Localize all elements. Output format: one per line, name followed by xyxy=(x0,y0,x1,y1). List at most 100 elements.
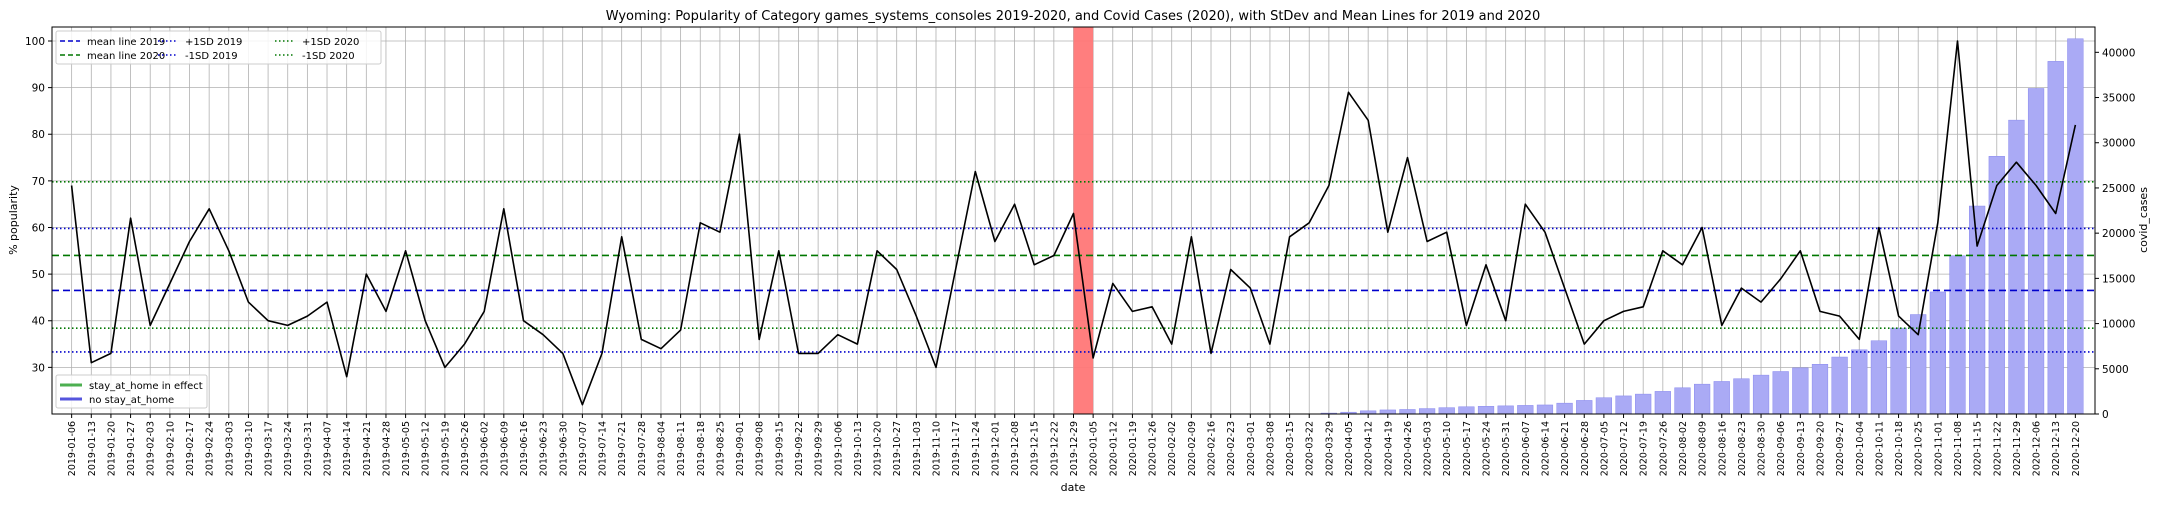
x-tick-label: 2019-03-03 xyxy=(224,421,235,476)
x-tick-label: 2019-05-12 xyxy=(421,421,432,476)
highlight-span xyxy=(1073,27,1094,414)
covid-bar xyxy=(1713,381,1730,415)
y-tick-right-label: 20000 xyxy=(2102,228,2135,240)
x-tick-label: 2020-12-20 xyxy=(2071,421,2082,476)
x-tick-label: 2020-02-09 xyxy=(1187,421,1198,476)
x-tick-label: 2020-04-26 xyxy=(1403,421,1414,476)
x-tick-label: 2020-04-12 xyxy=(1364,421,1375,476)
covid-bar xyxy=(1438,407,1455,415)
x-tick-label: 2019-12-29 xyxy=(1069,421,1080,476)
x-tick-label: 2020-06-07 xyxy=(1521,421,1532,476)
x-tick-label: 2020-10-25 xyxy=(1914,421,1925,476)
x-tick-label: 2020-06-14 xyxy=(1541,421,1552,476)
legend-bottom-label: no stay_at_home xyxy=(89,395,174,406)
legend-bottom-box xyxy=(55,374,208,409)
x-tick-label: 2019-06-09 xyxy=(499,421,510,476)
x-tick-label: 2019-02-24 xyxy=(205,421,216,476)
covid-bar xyxy=(1595,397,1613,415)
covid-bar xyxy=(1949,255,1966,415)
x-tick-label: 2019-01-06 xyxy=(67,421,78,476)
y-tick-right-label: 15000 xyxy=(2102,273,2135,285)
x-tick-label: 2019-05-19 xyxy=(440,421,451,476)
covid-bar xyxy=(1615,395,1632,415)
x-tick-label: 2019-11-24 xyxy=(971,421,982,476)
covid-bar xyxy=(1772,371,1789,415)
y-tick-left-label: 40 xyxy=(32,316,45,328)
x-tick-label: 2020-11-22 xyxy=(1992,421,2003,476)
covid-bar xyxy=(1536,404,1554,415)
x-tick-label: 2019-05-05 xyxy=(401,421,412,476)
covid-bar xyxy=(1890,327,1907,415)
x-tick-label: 2020-09-13 xyxy=(1796,421,1807,476)
x-tick-label: 2019-07-14 xyxy=(598,421,609,476)
y-tick-right-label: 35000 xyxy=(2102,93,2135,105)
x-tick-label: 2020-02-16 xyxy=(1207,421,1218,476)
x-tick-label: 2019-12-15 xyxy=(1030,421,1041,476)
covid-bar xyxy=(1576,400,1593,415)
x-tick-label: 2020-08-30 xyxy=(1757,421,1768,476)
x-tick-label: 2019-02-03 xyxy=(146,421,157,476)
x-tick-label: 2019-09-29 xyxy=(814,421,825,476)
legend-top-label: +1SD 2019 xyxy=(185,37,242,48)
x-tick-label: 2019-09-22 xyxy=(794,421,805,476)
x-tick-label: 2020-10-11 xyxy=(1874,421,1885,476)
y-tick-right-label: 25000 xyxy=(2102,183,2135,195)
highlight-span-rect xyxy=(1073,27,1094,414)
legend-top-label: +1SD 2020 xyxy=(302,37,359,48)
x-tick-label: 2019-07-07 xyxy=(578,421,589,476)
x-tick-label: 2020-05-17 xyxy=(1462,421,1473,476)
x-tick-label: 2019-01-20 xyxy=(106,421,117,476)
y-tick-left-label: 50 xyxy=(32,269,45,281)
x-tick-label: 2019-12-01 xyxy=(990,421,1001,476)
legend-bottom-label: stay_at_home in effect xyxy=(89,381,203,392)
popularity-series-line xyxy=(70,40,2077,406)
x-tick-label: 2020-06-21 xyxy=(1560,421,1571,476)
covid-bar xyxy=(1792,367,1809,415)
x-tick-label: 2019-09-15 xyxy=(774,421,785,476)
x-tick-label: 2020-06-28 xyxy=(1580,421,1591,476)
x-tick-label: 2019-09-08 xyxy=(755,421,766,476)
x-tick-label: 2019-06-30 xyxy=(558,421,569,476)
covid-bar xyxy=(1556,402,1573,415)
x-tick-label: 2019-10-27 xyxy=(892,421,903,476)
x-tick-label: 2019-08-11 xyxy=(676,421,687,476)
covid-bar xyxy=(1733,378,1750,415)
covid-bar xyxy=(1851,349,1868,415)
chart-title: Wyoming: Popularity of Category games_sy… xyxy=(606,9,1541,24)
covid-bar xyxy=(1654,391,1671,415)
x-tick-label: 2019-03-17 xyxy=(264,421,275,476)
x-tick-label: 2020-08-02 xyxy=(1678,421,1689,476)
x-tick-label: 2020-05-10 xyxy=(1442,421,1453,476)
x-tick-label: 2019-01-13 xyxy=(87,421,98,476)
covid-bar xyxy=(1988,156,2005,415)
x-tick-label: 2019-03-10 xyxy=(244,421,255,476)
y-tick-left-label: 100 xyxy=(25,36,45,48)
covid-bar xyxy=(1399,409,1416,415)
y-ticks-right: 0 5000 10000 15000 20000 25000 30000 35000 40000 xyxy=(2095,47,2135,421)
covid-bar xyxy=(1752,374,1770,415)
x-tick-label: 2020-10-04 xyxy=(1855,421,1866,476)
y-tick-right-label: 5000 xyxy=(2102,364,2129,376)
covid-bar xyxy=(2027,88,2045,415)
x-tick-label: 2019-11-17 xyxy=(951,421,962,476)
x-tick-label: 2020-02-02 xyxy=(1167,421,1178,476)
covid-bar xyxy=(1929,291,1946,415)
legend-top-label: mean line 2019 xyxy=(87,37,165,48)
covid-bar xyxy=(1831,356,1848,415)
x-tick-label: 2020-07-19 xyxy=(1639,421,1650,476)
x-tick-label: 2019-03-31 xyxy=(303,421,314,476)
covid-bar xyxy=(1674,387,1691,415)
covid-bar xyxy=(1497,405,1514,415)
legend-bottom: stay_at_home in effect no stay_at_home xyxy=(55,374,208,409)
y-axis-label-left: % popularity xyxy=(7,185,20,255)
x-tick-label: 2020-03-15 xyxy=(1285,421,1296,476)
y-tick-right-label: 40000 xyxy=(2102,47,2135,59)
x-tick-label: 2020-03-29 xyxy=(1324,421,1335,476)
x-tick-label: 2019-12-08 xyxy=(1010,421,1021,476)
x-ticks: 2019-01-06 2019-01-13 2019-01-20 2019-01-27… xyxy=(67,414,2082,476)
covid-bar xyxy=(1811,364,1829,415)
covid-bar xyxy=(1458,406,1475,415)
legend-top-label: -1SD 2020 xyxy=(302,51,355,62)
x-tick-label: 2020-04-05 xyxy=(1344,421,1355,476)
